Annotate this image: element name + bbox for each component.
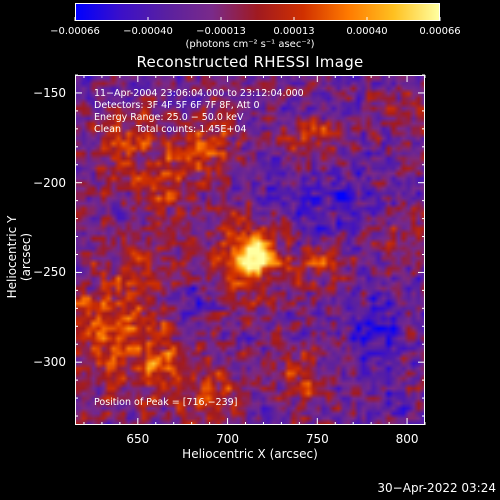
colorbar-tick: −0.00040 (123, 26, 173, 37)
render-timestamp: 30−Apr-2022 03:24 (377, 481, 496, 495)
annotation-time-range: 11−Apr-2004 23:06:04.000 to 23:12:04.000 (94, 88, 304, 99)
colorbar-tick: 0.00066 (419, 26, 461, 37)
y-tick-label: −300 (33, 355, 66, 370)
colorbar-unit-label: (photons cm⁻² s⁻¹ asec⁻²) (185, 39, 315, 50)
colorbar-tick: 0.00013 (273, 26, 315, 37)
colorbar-gradient (75, 3, 440, 21)
plot-area: 11−Apr-2004 23:06:04.000 to 23:12:04.000… (75, 75, 425, 425)
colorbar-tick: −0.00066 (50, 26, 100, 37)
x-axis-label: Heliocentric X (arcsec) (182, 447, 318, 461)
x-tick-label: 750 (305, 432, 329, 446)
colorbar-tick: −0.00013 (196, 26, 246, 37)
chart-title: Reconstructed RHESSI Image (136, 53, 364, 71)
y-axis-label: Heliocentric Y (arcsec) (5, 215, 33, 299)
annotation-detectors: Detectors: 3F 4F 5F 6F 7F 8F, Att 0 (94, 100, 260, 111)
y-tick-label: −200 (33, 175, 66, 190)
heatmap-image (76, 76, 424, 424)
colorbar-tick: 0.00040 (346, 26, 388, 37)
x-tick-label: 700 (216, 432, 240, 446)
x-tick-label: 650 (126, 432, 150, 446)
x-tick-label: 800 (395, 432, 419, 446)
y-tick-label: −250 (33, 265, 66, 280)
y-tick-label: −150 (33, 85, 66, 100)
peak-position-label: Position of Peak = [716,−239] (94, 397, 238, 408)
annotation-energy-range: Energy Range: 25.0 − 50.0 keV (94, 112, 244, 123)
annotation-clean-counts: Clean Total counts: 1.45E+04 (94, 124, 247, 135)
